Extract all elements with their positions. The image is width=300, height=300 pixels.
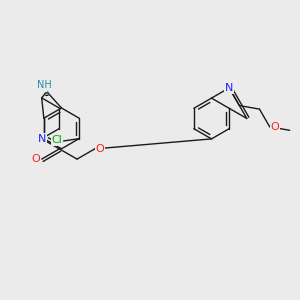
Text: O: O: [271, 122, 279, 132]
Text: O: O: [96, 144, 104, 154]
Text: Cl: Cl: [52, 135, 62, 146]
Text: N: N: [225, 83, 233, 93]
Text: NH: NH: [37, 80, 52, 90]
Text: O: O: [32, 154, 40, 164]
Text: N: N: [38, 134, 46, 144]
